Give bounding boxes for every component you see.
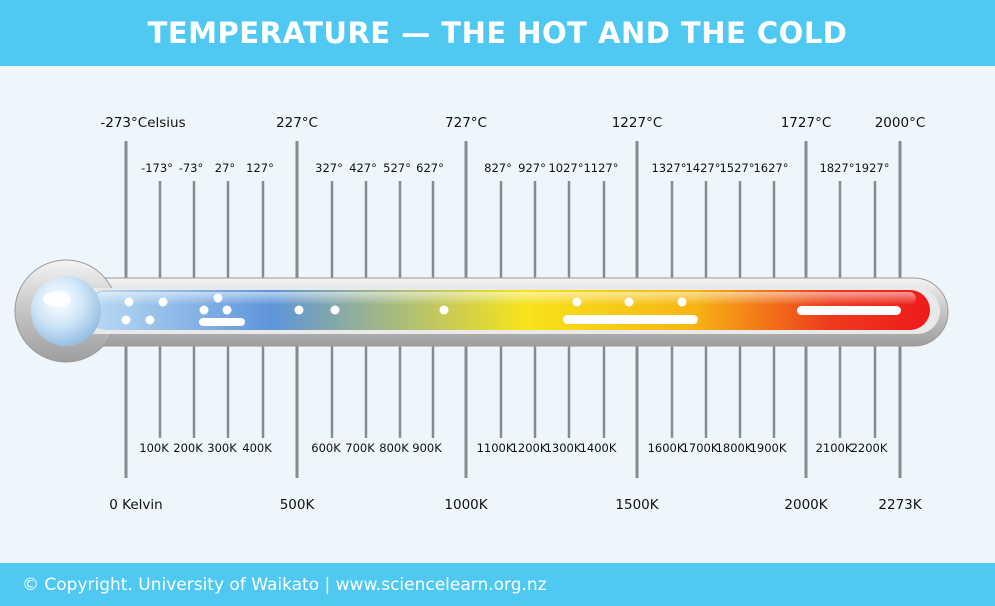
copyright-banner: © Copyright. University of Waikato | www… bbox=[0, 563, 995, 606]
celsius-minor-label: 1927° bbox=[854, 161, 889, 175]
celsius-major-label: 1227°C bbox=[612, 115, 663, 131]
kelvin-minor-label: 800K bbox=[379, 441, 409, 455]
particle-bar bbox=[199, 318, 245, 326]
particle-markers bbox=[121, 293, 901, 326]
celsius-minor-label: 427° bbox=[349, 161, 377, 175]
celsius-minor-label: -173° bbox=[141, 161, 173, 175]
particle-marker bbox=[213, 293, 223, 303]
celsius-major-label: 1727°C bbox=[781, 115, 832, 131]
celsius-minor-label: 27° bbox=[215, 161, 235, 175]
kelvin-minor-label: 1700K bbox=[682, 441, 719, 455]
particle-bar bbox=[563, 315, 698, 324]
kelvin-major-label: 0 Kelvin bbox=[109, 497, 162, 513]
particle-marker bbox=[624, 297, 634, 307]
particle-marker bbox=[121, 315, 131, 325]
celsius-minor-label: 327° bbox=[315, 161, 343, 175]
celsius-minor-label: 1527° bbox=[719, 161, 754, 175]
particle-marker bbox=[199, 305, 209, 315]
kelvin-minor-label: 300K bbox=[207, 441, 237, 455]
celsius-major-label: 227°C bbox=[276, 115, 318, 131]
kelvin-major-label: 2273K bbox=[878, 497, 922, 513]
kelvin-minor-label: 1600K bbox=[648, 441, 685, 455]
kelvin-minor-label: 2100K bbox=[816, 441, 853, 455]
celsius-minor-label: 1427° bbox=[685, 161, 720, 175]
particle-marker bbox=[677, 297, 687, 307]
celsius-minor-label: 127° bbox=[246, 161, 274, 175]
kelvin-minor-label: 200K bbox=[173, 441, 203, 455]
kelvin-minor-label: 600K bbox=[311, 441, 341, 455]
kelvin-minor-label: 1800K bbox=[716, 441, 753, 455]
particle-marker bbox=[222, 305, 232, 315]
particle-marker bbox=[572, 297, 582, 307]
thermometer-bulb bbox=[31, 276, 101, 346]
kelvin-minor-label: 1200K bbox=[511, 441, 548, 455]
celsius-minor-label: 827° bbox=[484, 161, 512, 175]
particle-marker bbox=[330, 305, 340, 315]
thermometer bbox=[14, 259, 949, 363]
particle-marker bbox=[124, 297, 134, 307]
kelvin-minor-label: 2200K bbox=[851, 441, 888, 455]
celsius-minor-label: 1327° bbox=[651, 161, 686, 175]
celsius-major-label: 727°C bbox=[445, 115, 487, 131]
kelvin-minor-label: 1100K bbox=[477, 441, 514, 455]
celsius-minor-label: -73° bbox=[179, 161, 204, 175]
title-banner: TEMPERATURE — THE HOT AND THE COLD bbox=[0, 0, 995, 66]
kelvin-major-label: 1000K bbox=[444, 497, 488, 513]
particle-bar bbox=[797, 306, 901, 315]
kelvin-minor-label: 700K bbox=[345, 441, 375, 455]
kelvin-minor-label: 400K bbox=[242, 441, 272, 455]
kelvin-minor-label: 1400K bbox=[580, 441, 617, 455]
celsius-major-label: -273°Celsius bbox=[100, 115, 185, 131]
page-title: TEMPERATURE — THE HOT AND THE COLD bbox=[147, 16, 848, 50]
particle-marker bbox=[145, 315, 155, 325]
kelvin-minor-label: 100K bbox=[139, 441, 169, 455]
celsius-minor-label: 627° bbox=[416, 161, 444, 175]
kelvin-major-label: 500K bbox=[280, 497, 316, 513]
celsius-minor-label: 1027° bbox=[548, 161, 583, 175]
celsius-minor-label: 527° bbox=[383, 161, 411, 175]
celsius-minor-label: 1627° bbox=[753, 161, 788, 175]
kelvin-minor-label: 1300K bbox=[545, 441, 582, 455]
particle-marker bbox=[439, 305, 449, 315]
celsius-minor-label: 1127° bbox=[583, 161, 618, 175]
particle-marker bbox=[294, 305, 304, 315]
kelvin-major-label: 2000K bbox=[784, 497, 828, 513]
copyright-text: © Copyright. University of Waikato | www… bbox=[22, 574, 547, 595]
celsius-minor-label: 927° bbox=[518, 161, 546, 175]
kelvin-major-label: 1500K bbox=[615, 497, 659, 513]
kelvin-minor-label: 1900K bbox=[750, 441, 787, 455]
particle-marker bbox=[158, 297, 168, 307]
celsius-major-label: 2000°C bbox=[875, 115, 926, 131]
kelvin-minor-label: 900K bbox=[412, 441, 442, 455]
celsius-minor-label: 1827° bbox=[819, 161, 854, 175]
